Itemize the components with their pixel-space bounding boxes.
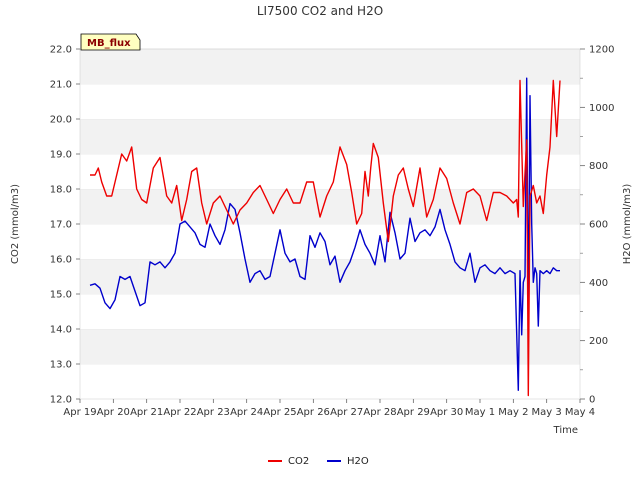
y-left-tick-label: 18.0 bbox=[50, 185, 72, 196]
plot-band bbox=[80, 84, 580, 119]
y-left-tick-label: 16.0 bbox=[50, 255, 72, 266]
x-tick-label: Apr 22 bbox=[163, 407, 196, 418]
y-right-axis-label: H2O (mmol/m3) bbox=[622, 184, 633, 265]
y-left-axis-label: CO2 (mmol/m3) bbox=[10, 184, 21, 264]
y-left-tick-label: 15.0 bbox=[50, 290, 72, 301]
y-left-tick-label: 22.0 bbox=[50, 45, 72, 56]
legend: CO2 H2O bbox=[268, 456, 369, 467]
badge-box bbox=[80, 33, 141, 51]
y-right-tick-label: 1000 bbox=[589, 103, 614, 114]
series-line-h2o bbox=[89, 77, 560, 391]
plot-band bbox=[80, 224, 580, 259]
x-tick-label: Apr 25 bbox=[263, 407, 296, 418]
site-badge: MB_flux bbox=[80, 33, 141, 51]
y-right-axis: 0 200 400 600 800 1000 1200 bbox=[580, 45, 614, 406]
y-left-tick-label: 17.0 bbox=[50, 220, 72, 231]
x-axis: Apr 19 Apr 20 Apr 21 Apr 22 Apr 23 Apr 24 Apr … bbox=[63, 399, 595, 418]
x-tick-label: Apr 24 bbox=[230, 407, 263, 418]
badge-label: MB_flux bbox=[87, 38, 131, 49]
y-left-tick-label: 13.0 bbox=[50, 360, 72, 371]
x-tick-label: May 3 bbox=[532, 407, 562, 418]
y-left-tick-label: 14.0 bbox=[50, 325, 72, 336]
x-tick-label: Apr 21 bbox=[130, 407, 163, 418]
plot-band bbox=[80, 294, 580, 329]
y-right-tick-label: 400 bbox=[589, 278, 608, 289]
x-tick-label: Apr 28 bbox=[363, 407, 396, 418]
plot-bands bbox=[80, 48, 580, 399]
y-left-tick-label: 19.0 bbox=[50, 150, 72, 161]
x-tick-label: May 4 bbox=[565, 407, 595, 418]
y-right-tick-label: 0 bbox=[589, 395, 595, 406]
y-right-tick-label: 600 bbox=[589, 220, 608, 231]
series-layer bbox=[89, 77, 561, 397]
y-right-tick-label: 800 bbox=[589, 161, 608, 172]
x-tick-label: May 1 bbox=[465, 407, 495, 418]
y-left-axis: 12.0 13.0 14.0 15.0 16.0 17.0 18.0 19.0 20.0 21.0… bbox=[50, 45, 80, 406]
legend-co2-label: CO2 bbox=[288, 456, 309, 467]
x-axis-label: Time bbox=[553, 425, 578, 436]
legend-h2o-label: H2O bbox=[347, 456, 369, 467]
plot-band bbox=[80, 364, 580, 399]
chart-title: LI7500 CO2 and H2O bbox=[257, 4, 383, 18]
y-left-tick-label: 21.0 bbox=[50, 80, 72, 91]
y-right-tick-label: 200 bbox=[589, 336, 608, 347]
x-tick-label: Apr 26 bbox=[297, 407, 330, 418]
x-tick-label: May 2 bbox=[498, 407, 528, 418]
plot-band bbox=[80, 119, 580, 154]
y-right-tick-label: 1200 bbox=[589, 45, 614, 56]
y-left-tick-label: 20.0 bbox=[50, 115, 72, 126]
x-tick-label: Apr 19 bbox=[63, 407, 96, 418]
plot-band bbox=[80, 154, 580, 189]
x-tick-label: Apr 27 bbox=[330, 407, 363, 418]
x-tick-label: Apr 23 bbox=[197, 407, 230, 418]
x-tick-label: Apr 30 bbox=[430, 407, 463, 418]
y-left-tick-label: 12.0 bbox=[50, 395, 72, 406]
series-line-co2 bbox=[90, 79, 561, 397]
plot-band bbox=[80, 329, 580, 364]
plot-band bbox=[80, 49, 580, 84]
plot-band bbox=[80, 189, 580, 224]
x-tick-label: Apr 20 bbox=[97, 407, 130, 418]
x-tick-label: Apr 29 bbox=[397, 407, 430, 418]
